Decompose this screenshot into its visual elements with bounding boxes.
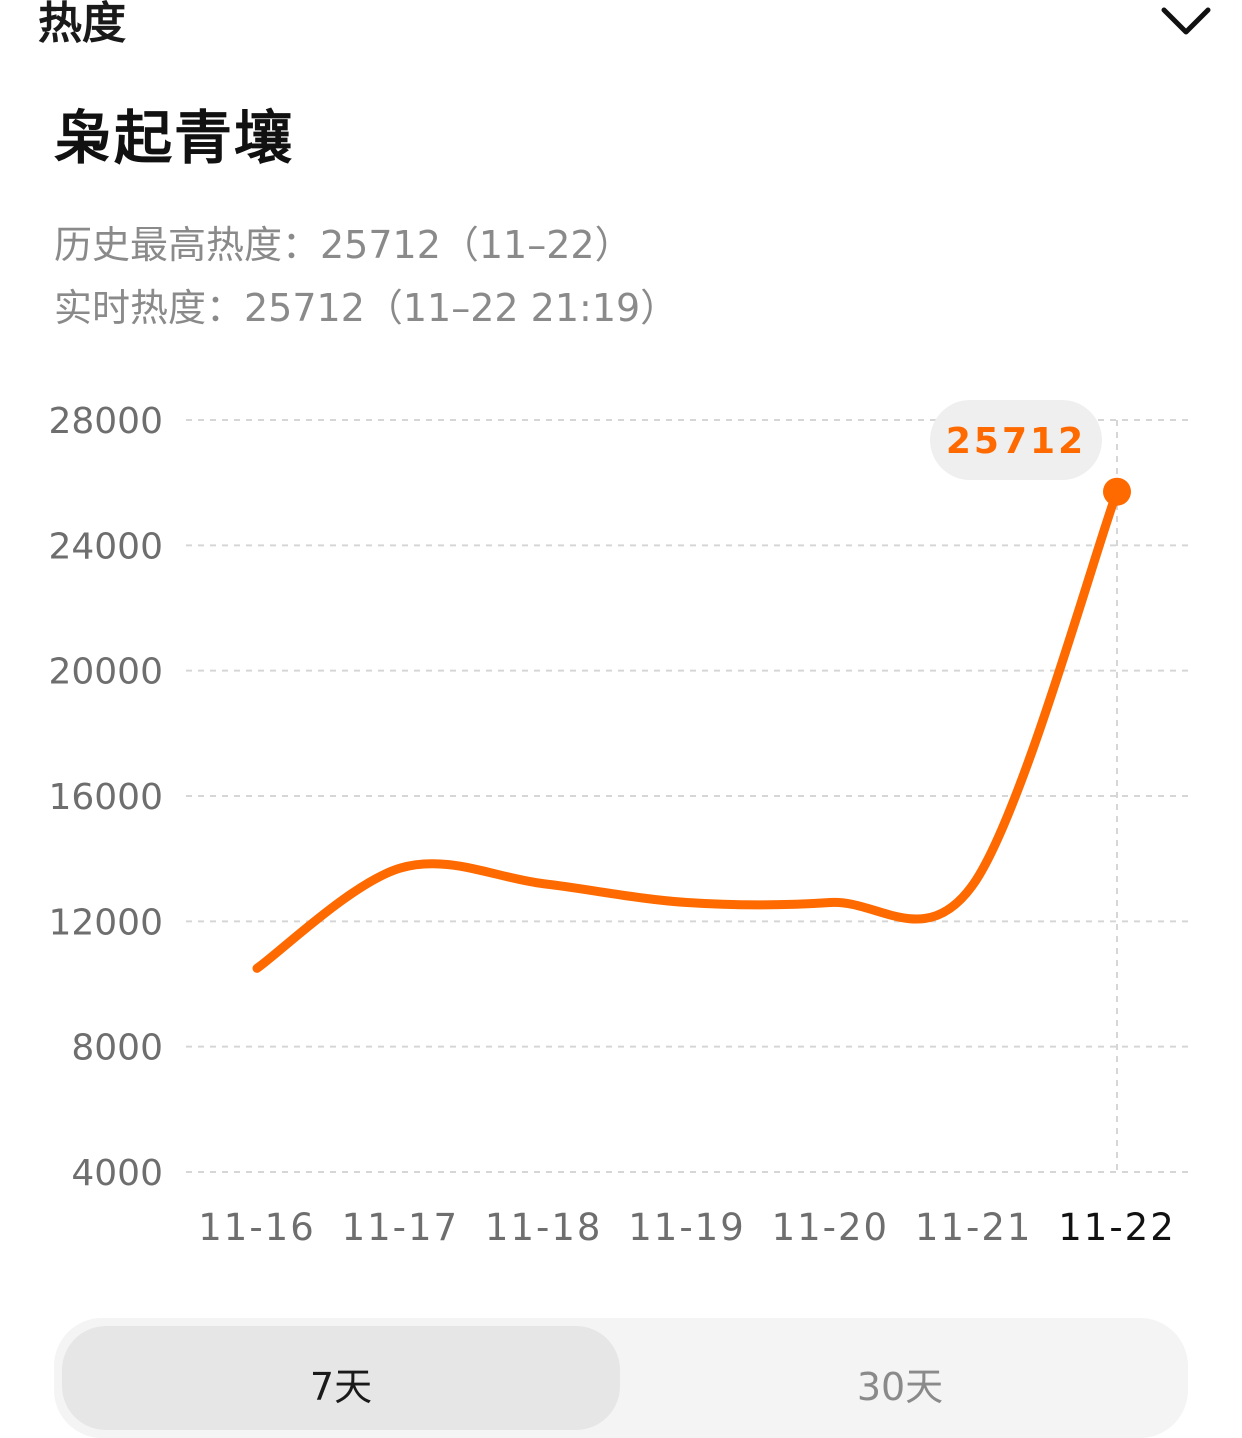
x-tick-label: 11-20 bbox=[772, 1206, 890, 1249]
topic-title: 枭起青壤 bbox=[54, 104, 295, 172]
peak-heat-text: 历史最高热度：25712（11–22） bbox=[54, 223, 633, 267]
section-title: 热度 bbox=[38, 0, 126, 49]
chevron-down-icon[interactable] bbox=[1158, 0, 1214, 44]
time-range-selector: 7天 30天 bbox=[54, 1318, 1188, 1438]
range-tab-30-days[interactable]: 30天 bbox=[856, 1365, 944, 1409]
x-tick-label: 11-19 bbox=[628, 1206, 746, 1249]
chart-canvas: 28000 24000 20000 16000 12000 8000 4000 11-16 11… bbox=[48, 400, 1188, 1249]
highlight-point bbox=[1103, 477, 1131, 506]
y-tick-label: 12000 bbox=[48, 902, 163, 943]
y-tick-label: 24000 bbox=[48, 526, 163, 567]
y-tick-label: 8000 bbox=[71, 1028, 163, 1069]
series-line bbox=[252, 487, 1122, 973]
y-tick-label: 4000 bbox=[71, 1153, 163, 1194]
x-tick-label: 11-18 bbox=[485, 1206, 603, 1249]
x-tick-label: 11-17 bbox=[342, 1206, 460, 1249]
realtime-heat-text: 实时热度：25712（11–22 21:19） bbox=[54, 286, 679, 330]
y-tick-label: 28000 bbox=[48, 401, 163, 442]
heat-trend-chart: 28000 24000 20000 16000 12000 8000 4000 11-16 11… bbox=[0, 360, 1242, 1280]
x-tick-label: 11-16 bbox=[198, 1206, 316, 1249]
x-tick-label: 11-22 bbox=[1058, 1206, 1176, 1249]
x-tick-label: 11-21 bbox=[915, 1206, 1033, 1249]
range-tab-7-days[interactable]: 7天 bbox=[62, 1326, 620, 1430]
value-tooltip-label: 25712 bbox=[946, 421, 1086, 462]
y-tick-label: 16000 bbox=[48, 777, 163, 818]
y-tick-label: 20000 bbox=[48, 652, 163, 693]
value-tooltip bbox=[930, 400, 1102, 480]
